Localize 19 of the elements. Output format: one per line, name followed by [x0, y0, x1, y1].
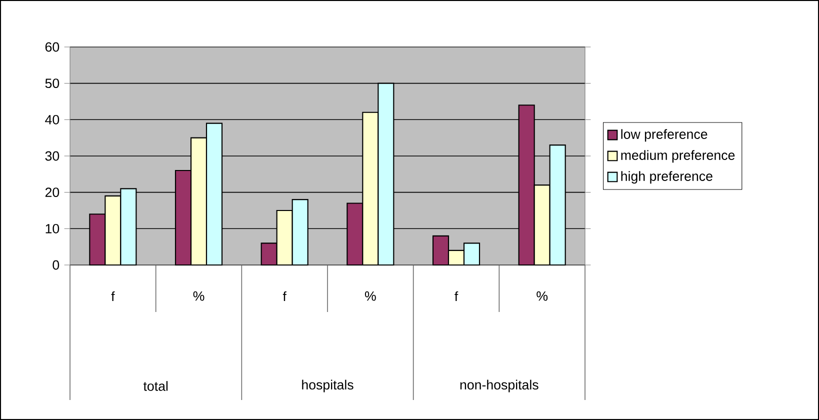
y-tick-label: 40 [45, 114, 60, 124]
x-tick-label: f [111, 291, 115, 302]
x-tick-label: f [282, 291, 286, 302]
x-tick-label: % [536, 291, 548, 301]
legend-label: high preference [621, 171, 712, 184]
text: hospitals [302, 380, 354, 392]
y-tick-label: 10 [46, 224, 60, 234]
y-tick-label: 20 [45, 188, 60, 198]
x-tick-label: f [454, 291, 458, 302]
x-tick-label: % [364, 291, 376, 301]
y-tick-label: 0 [52, 260, 60, 270]
legend-label: low preference [621, 129, 708, 142]
x-tick-label: % [193, 291, 204, 301]
y-tick-label: 50 [45, 78, 60, 88]
legend-label: medium preference [621, 150, 735, 163]
y-tick-label: 30 [45, 151, 60, 161]
text: total [143, 381, 168, 391]
y-tick-label: 60 [45, 42, 60, 52]
text: non-hospitals [460, 380, 538, 392]
